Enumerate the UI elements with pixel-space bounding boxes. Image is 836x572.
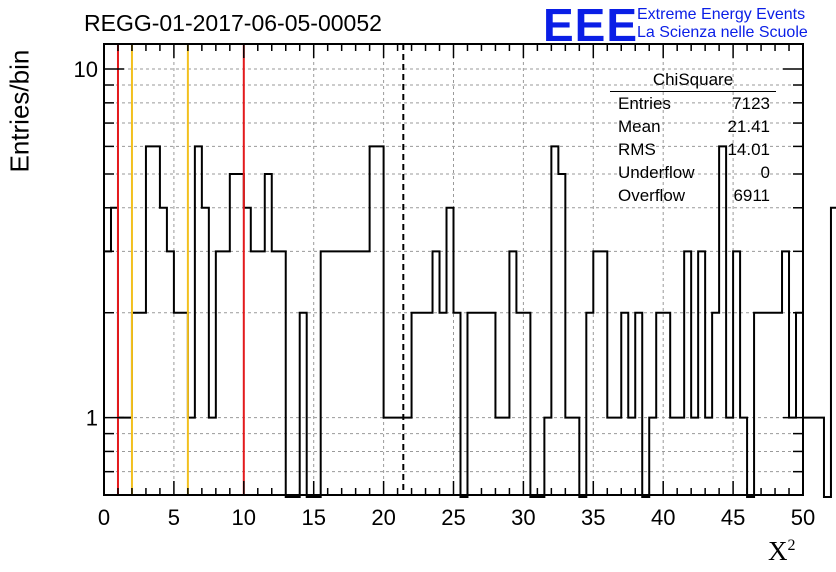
- logo-line-1: Extreme Energy Events: [637, 6, 806, 23]
- stats-row-entries: Entries 7123: [618, 94, 770, 113]
- x-tick-label: 20: [371, 505, 395, 530]
- stats-row-rms: RMS 14.01: [618, 140, 770, 159]
- x-tick-label: 0: [98, 505, 110, 530]
- stats-row-overflow: Overflow 6911: [618, 186, 770, 205]
- x-tick-label: 40: [651, 505, 675, 530]
- y-tick-label: 1: [86, 406, 98, 431]
- x-tick-label: 35: [581, 505, 605, 530]
- stats-row-underflow: Underflow 0: [618, 163, 770, 182]
- x-axis-label: X2: [768, 536, 796, 566]
- x-tick-label: 30: [511, 505, 535, 530]
- x-tick-label: 10: [232, 505, 256, 530]
- x-tick-label: 5: [168, 505, 180, 530]
- y-tick-label: 10: [74, 57, 98, 82]
- x-tick-label: 50: [791, 505, 815, 530]
- logo-line-2: La Scienza nelle Scuole: [637, 24, 808, 41]
- y-axis-label: Entries/bin: [4, 49, 35, 173]
- stats-row-mean: Mean 21.41: [618, 117, 770, 136]
- x-tick-label: 25: [441, 505, 465, 530]
- stats-box: ChiSquare Entries 7123 Mean 21.41 RMS 14.01…: [610, 70, 776, 207]
- x-tick-label: 45: [721, 505, 745, 530]
- stats-title: ChiSquare: [610, 70, 776, 92]
- chart-title: REGG-01-2017-06-05-00052: [84, 10, 382, 36]
- x-tick-label: 15: [301, 505, 325, 530]
- eee-logo: EEE: [543, 0, 639, 51]
